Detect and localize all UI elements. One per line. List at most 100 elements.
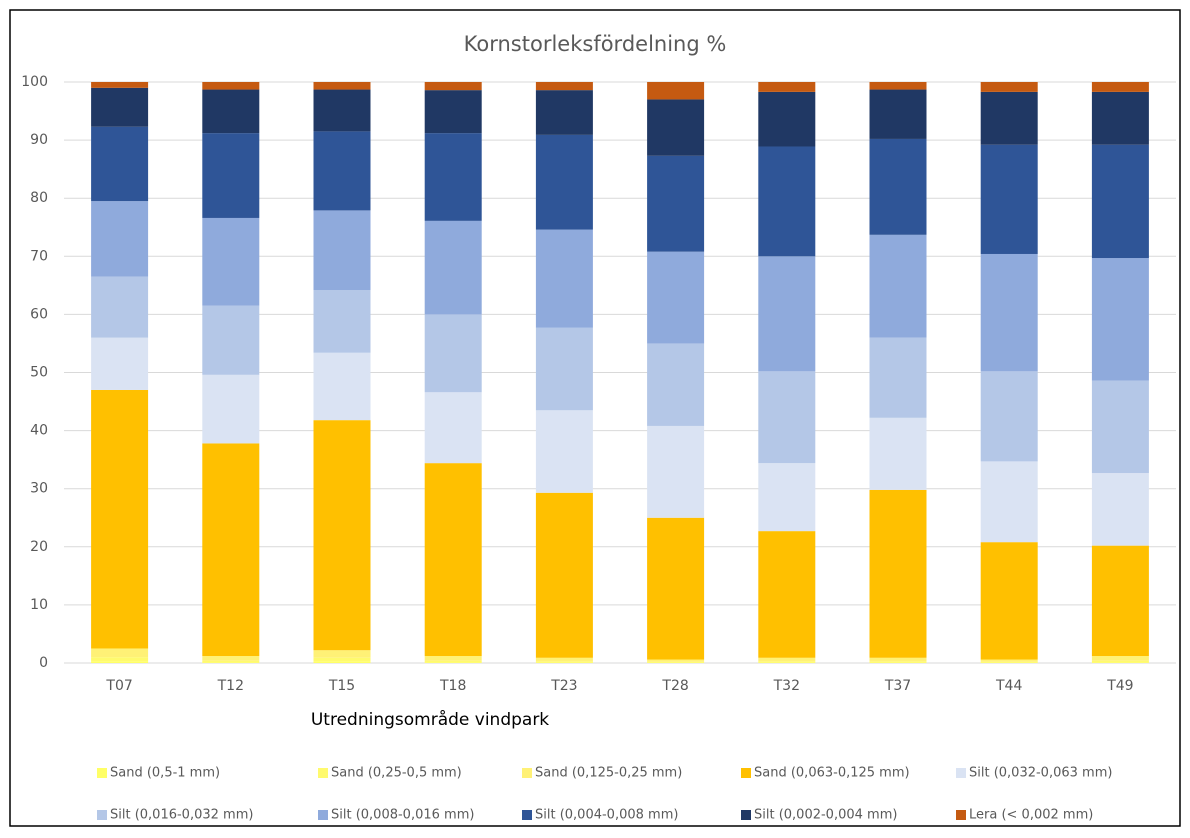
x-axis-title: Utredningsområde vindpark (311, 709, 549, 730)
bar-segment (424, 220, 482, 315)
bar-segment (424, 656, 482, 661)
bar-segment (202, 82, 260, 90)
bar-segment (647, 425, 705, 518)
bar-segment (758, 82, 816, 92)
bar-segment (647, 82, 705, 100)
bar-segment (1091, 380, 1149, 474)
bar-segment (313, 661, 371, 663)
bar-segment (424, 90, 482, 134)
bar-segment (1091, 660, 1149, 663)
bar-segment (869, 337, 927, 418)
bar-segment (91, 276, 149, 338)
legend-label: Silt (0,016-0,032 mm) (110, 808, 253, 823)
bar-segment (980, 91, 1038, 145)
bar-segment (647, 155, 705, 252)
bar-segment (758, 146, 816, 257)
x-tick-label: T32 (773, 678, 800, 694)
bar-segment (91, 661, 149, 663)
legend-label: Lera (< 0,002 mm) (969, 808, 1093, 823)
legend-swatch (956, 810, 966, 820)
bar-segment (313, 131, 371, 211)
bar-segment (91, 87, 149, 127)
y-tick-label: 20 (30, 539, 48, 555)
bar-segment (758, 463, 816, 532)
bar-segment (758, 531, 816, 658)
y-tick-label: 40 (30, 423, 48, 439)
x-tick-label: T49 (1106, 678, 1133, 694)
bar-segment (647, 659, 705, 662)
bar-segment (313, 210, 371, 290)
x-tick-label: T23 (550, 678, 577, 694)
y-tick-label: 60 (30, 306, 48, 322)
y-tick-label: 30 (30, 481, 48, 497)
y-tick-label: 0 (39, 655, 48, 671)
bar-segment (980, 542, 1038, 660)
bar-segment (424, 133, 482, 221)
bar-segment (980, 461, 1038, 543)
y-tick-label: 70 (30, 248, 48, 264)
bar-segment (202, 656, 260, 661)
legend-swatch (956, 768, 966, 778)
bar-segment (1091, 91, 1149, 145)
bar-segment (869, 489, 927, 658)
bar-segment (202, 305, 260, 375)
chart-title: Kornstorleksfördelning % (464, 32, 727, 56)
legend-swatch (522, 810, 532, 820)
legend-label: Sand (0,125-0,25 mm) (535, 766, 682, 781)
bar-segment (91, 648, 149, 658)
bar-segment (424, 392, 482, 464)
bar-segment (535, 657, 593, 662)
bar-segment (980, 659, 1038, 662)
bar-segment (1091, 473, 1149, 546)
bar-segment (91, 201, 149, 277)
bar-segment (980, 144, 1038, 254)
bar-segment (1091, 82, 1149, 92)
legend-label: Sand (0,063-0,125 mm) (754, 766, 910, 781)
bar-segment (91, 82, 149, 88)
legend-swatch (741, 810, 751, 820)
bar-segment (980, 253, 1038, 372)
bar-segment (758, 91, 816, 147)
bar-segment (758, 657, 816, 662)
bar-segment (647, 99, 705, 156)
bar-segment (202, 662, 260, 663)
bar-segment (535, 134, 593, 230)
bar-segment (313, 657, 371, 662)
legend-label: Sand (0,25-0,5 mm) (331, 766, 462, 781)
bar-segment (647, 343, 705, 426)
bar-segment (869, 138, 927, 235)
bar-segment (758, 371, 816, 464)
legend-label: Silt (0,008-0,016 mm) (331, 808, 474, 823)
bar-segment (980, 661, 1038, 663)
y-tick-label: 10 (30, 597, 48, 613)
bar-segment (535, 90, 593, 135)
legend-swatch (741, 768, 751, 778)
bar-segment (535, 492, 593, 658)
legend-swatch (97, 768, 107, 778)
x-tick-label: T07 (105, 678, 132, 694)
bar-segment (202, 217, 260, 306)
bar-segment (1091, 258, 1149, 381)
bar-segment (202, 133, 260, 218)
x-tick-label: T28 (661, 678, 688, 694)
bar-segment (758, 662, 816, 663)
bar-segment (758, 256, 816, 372)
legend-label: Silt (0,004-0,008 mm) (535, 808, 678, 823)
bar-segment (91, 657, 149, 662)
bar-segment (869, 82, 927, 90)
legend-swatch (318, 810, 328, 820)
y-tick-label: 90 (30, 132, 48, 148)
bar-segment (202, 89, 260, 134)
bar-segment (313, 650, 371, 658)
bar-segment (1091, 662, 1149, 663)
bar-segment (202, 443, 260, 657)
bar-segment (647, 661, 705, 663)
bar-segment (980, 82, 1038, 92)
x-tick-label: T15 (328, 678, 355, 694)
bar-segment (980, 371, 1038, 462)
x-tick-label: T37 (884, 678, 911, 694)
bar-segment (535, 229, 593, 328)
y-tick-label: 80 (30, 190, 48, 206)
bar-segment (758, 661, 816, 663)
legend-label: Silt (0,002-0,004 mm) (754, 808, 897, 823)
